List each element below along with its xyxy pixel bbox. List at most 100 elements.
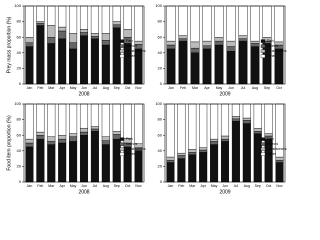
bar-segment — [69, 136, 78, 142]
bar-segment — [58, 138, 67, 144]
bar-segment — [79, 103, 89, 129]
x-tick-label: Feb — [178, 184, 184, 188]
bar-segment — [166, 103, 175, 158]
bar-segment — [188, 154, 197, 183]
bar-segment — [112, 103, 121, 132]
bar-segment — [58, 134, 67, 140]
bar-segment — [112, 21, 121, 25]
bar-segment — [250, 43, 260, 47]
y-tick-label: 40 — [17, 50, 22, 55]
x-tick-label: Sep — [264, 86, 270, 90]
bar-segment — [112, 5, 121, 22]
bar-segment — [210, 103, 219, 140]
page: {"chart_data": [ {"type": "bar", "stacke… — [6, 3, 287, 196]
legend-swatch — [260, 54, 266, 58]
x-tick-label: Jan — [168, 86, 174, 90]
bar-segment — [226, 51, 236, 85]
bar-segment — [90, 131, 99, 183]
bar-segment — [134, 150, 143, 183]
bar-segment — [79, 29, 89, 33]
bar-segment — [25, 37, 34, 43]
y-tick-label: 60 — [17, 34, 22, 39]
bar-segment — [90, 103, 99, 127]
bar-segment — [36, 22, 45, 26]
legend-swatch — [260, 39, 266, 43]
x-tick-label: Jul — [93, 86, 98, 90]
legend-swatch — [260, 152, 266, 156]
bar-segment — [253, 133, 262, 183]
bar-segment — [166, 48, 176, 85]
bar-segment — [123, 29, 132, 38]
y-tick-label: 0 — [19, 81, 22, 86]
x-tick-label: May — [216, 86, 223, 90]
bar-segment — [220, 138, 230, 142]
bar-segment — [202, 5, 212, 42]
legend-swatch — [119, 44, 125, 48]
bar-segment — [69, 48, 78, 85]
bar-segment — [36, 21, 45, 24]
legend-swatch — [260, 147, 266, 151]
y-tick-label: 20 — [17, 163, 22, 168]
bar-segment — [25, 138, 34, 144]
bar-segment — [90, 36, 99, 39]
bar-segment — [123, 103, 132, 139]
bar-segment — [58, 38, 67, 85]
legend-label: Crustaceans — [267, 49, 287, 53]
y-tick-label: 0 — [160, 81, 163, 86]
bar-segment — [79, 35, 89, 85]
bar-segment — [47, 141, 56, 145]
bar-segment — [190, 52, 200, 85]
x-tick-label: Nov — [135, 86, 141, 90]
x-tick-label: May — [211, 184, 218, 188]
bar-segment — [226, 46, 236, 52]
bar-segment — [220, 141, 230, 183]
bar-segment — [190, 5, 200, 43]
x-tick-label: Mar — [48, 86, 55, 90]
bar-segment — [47, 144, 56, 183]
bar-segment — [202, 40, 212, 46]
bar-segment — [79, 32, 89, 36]
y-tick-label: 40 — [158, 148, 163, 153]
bar-segment — [274, 48, 284, 85]
bar-segment — [220, 135, 230, 140]
bar-segment — [58, 103, 67, 136]
bar-segment — [101, 40, 110, 46]
bar-segment — [190, 47, 200, 53]
bar-segment — [253, 103, 262, 129]
x-tick-label: Jul — [241, 86, 246, 90]
legend-swatch — [260, 44, 266, 48]
bar-segment — [188, 149, 197, 153]
bar-segment — [238, 38, 248, 42]
bar-segment — [210, 144, 219, 183]
x-tick-label: Jul — [93, 184, 98, 188]
x-tick-label: Nov — [276, 184, 282, 188]
bar-segment — [90, 126, 99, 130]
bar-segment — [134, 103, 143, 144]
y-tick-label: 60 — [158, 132, 163, 137]
bar-segment — [123, 5, 132, 30]
legend-swatch — [119, 142, 125, 146]
x-tick-label: Mar — [48, 184, 55, 188]
legend-label: Insects — [126, 44, 137, 48]
bar-segment — [231, 116, 240, 120]
bar-segment — [101, 33, 110, 41]
bar-segment — [36, 5, 45, 22]
bar-segment — [226, 5, 236, 42]
bar-segment — [101, 44, 110, 85]
bar-segment — [47, 25, 56, 38]
bar-segment — [58, 142, 67, 183]
plot-frame — [164, 103, 286, 183]
bar-segment — [242, 117, 251, 121]
bar-segment — [90, 5, 99, 34]
bar-segment — [188, 103, 197, 150]
bar-segment — [214, 5, 224, 38]
bar-segment — [250, 40, 260, 44]
bar-segment — [262, 5, 272, 38]
x-tick-label: Jun — [81, 184, 87, 188]
bar-segment — [134, 5, 143, 42]
bar-segment — [275, 162, 284, 183]
bar-segment — [101, 140, 110, 145]
y-tick-label: 20 — [17, 65, 22, 70]
bar-segment — [25, 5, 34, 38]
bar-segment — [36, 103, 45, 133]
